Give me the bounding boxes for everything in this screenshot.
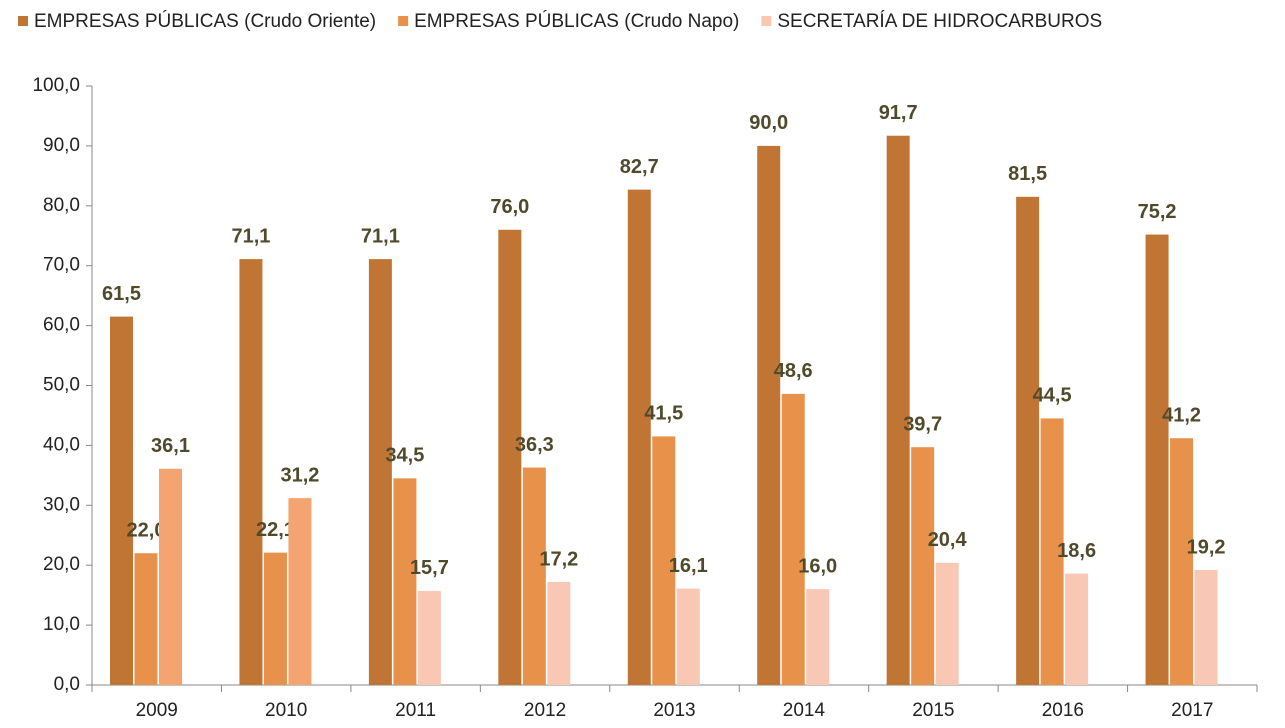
y-tick-label: 40,0	[43, 434, 80, 455]
value-label: 76,0	[490, 196, 529, 218]
bar	[110, 316, 133, 685]
value-label: 36,3	[515, 434, 554, 456]
bar	[1065, 573, 1089, 685]
bar	[368, 259, 392, 685]
y-tick-label: 70,0	[43, 255, 80, 276]
bar	[417, 590, 441, 685]
y-tick-label: 50,0	[43, 375, 80, 396]
value-label: 71,1	[361, 225, 400, 247]
value-label: 44,5	[1033, 385, 1072, 407]
bar	[676, 588, 700, 685]
bar	[781, 393, 805, 685]
legend-label: SECRETARÍA DE HIDROCARBUROS	[777, 11, 1102, 32]
bar	[757, 145, 781, 685]
bar	[911, 447, 935, 685]
value-label: 16,0	[798, 555, 837, 577]
y-tick-label: 0,0	[54, 674, 80, 695]
legend-swatch	[761, 16, 772, 26]
bar	[263, 552, 287, 685]
value-label: 75,2	[1138, 201, 1177, 223]
y-tick-label: 90,0	[43, 135, 80, 156]
bar	[134, 553, 158, 685]
value-label: 90,0	[749, 112, 788, 134]
x-tick-label: 2011	[395, 700, 436, 721]
bar	[886, 135, 910, 686]
y-tick-label: 80,0	[43, 195, 80, 216]
bar	[1194, 569, 1218, 685]
legend-label: EMPRESAS PÚBLICAS (Crudo Napo)	[414, 10, 739, 32]
value-label: 18,6	[1057, 540, 1096, 562]
value-label: 81,5	[1008, 163, 1047, 185]
x-tick-label: 2009	[136, 700, 178, 721]
value-label: 19,2	[1187, 536, 1226, 558]
value-label: 91,7	[879, 102, 918, 124]
bar	[239, 259, 263, 685]
value-label: 39,7	[903, 413, 942, 435]
value-label: 31,2	[280, 464, 319, 486]
x-tick-label: 2015	[912, 700, 954, 721]
y-tick-label: 60,0	[43, 315, 80, 336]
value-label: 15,7	[410, 557, 449, 579]
bar	[498, 229, 522, 685]
bar	[522, 467, 546, 685]
y-tick-label: 10,0	[43, 614, 80, 635]
value-label: 48,6	[774, 360, 813, 382]
x-tick-label: 2017	[1171, 700, 1213, 721]
x-tick-label: 2013	[653, 700, 695, 721]
value-label: 17,2	[539, 548, 578, 570]
y-tick-label: 100,0	[32, 75, 80, 96]
bar	[393, 478, 417, 685]
value-label: 16,1	[669, 555, 708, 577]
value-label: 41,5	[644, 403, 683, 425]
value-label: 22,1	[256, 519, 295, 541]
x-tick-label: 2014	[783, 700, 826, 721]
legend-label: EMPRESAS PÚBLICAS (Crudo Oriente)	[34, 10, 376, 32]
x-tick-label: 2016	[1042, 700, 1084, 721]
x-tick-label: 2012	[524, 700, 566, 721]
y-tick-label: 20,0	[43, 554, 80, 575]
bar	[652, 436, 676, 685]
x-tick-label: 2010	[265, 700, 307, 721]
legend-swatch	[18, 16, 28, 26]
bar	[1016, 196, 1040, 685]
bar	[627, 189, 651, 685]
value-label: 41,2	[1162, 404, 1201, 426]
bar	[159, 468, 182, 685]
value-label: 34,5	[385, 445, 424, 467]
bar	[1170, 438, 1194, 685]
bar	[547, 581, 571, 685]
bar	[1145, 234, 1169, 685]
bar	[1040, 418, 1064, 685]
value-label: 61,5	[102, 283, 141, 305]
value-label: 36,1	[151, 435, 190, 457]
bar	[935, 562, 959, 685]
value-label: 22,0	[127, 520, 166, 542]
bar	[806, 589, 830, 685]
y-tick-label: 30,0	[43, 494, 80, 515]
legend-swatch	[398, 16, 409, 26]
value-label: 71,1	[231, 225, 270, 247]
value-label: 82,7	[620, 156, 659, 178]
value-label: 20,4	[928, 529, 968, 551]
bar	[288, 498, 312, 685]
